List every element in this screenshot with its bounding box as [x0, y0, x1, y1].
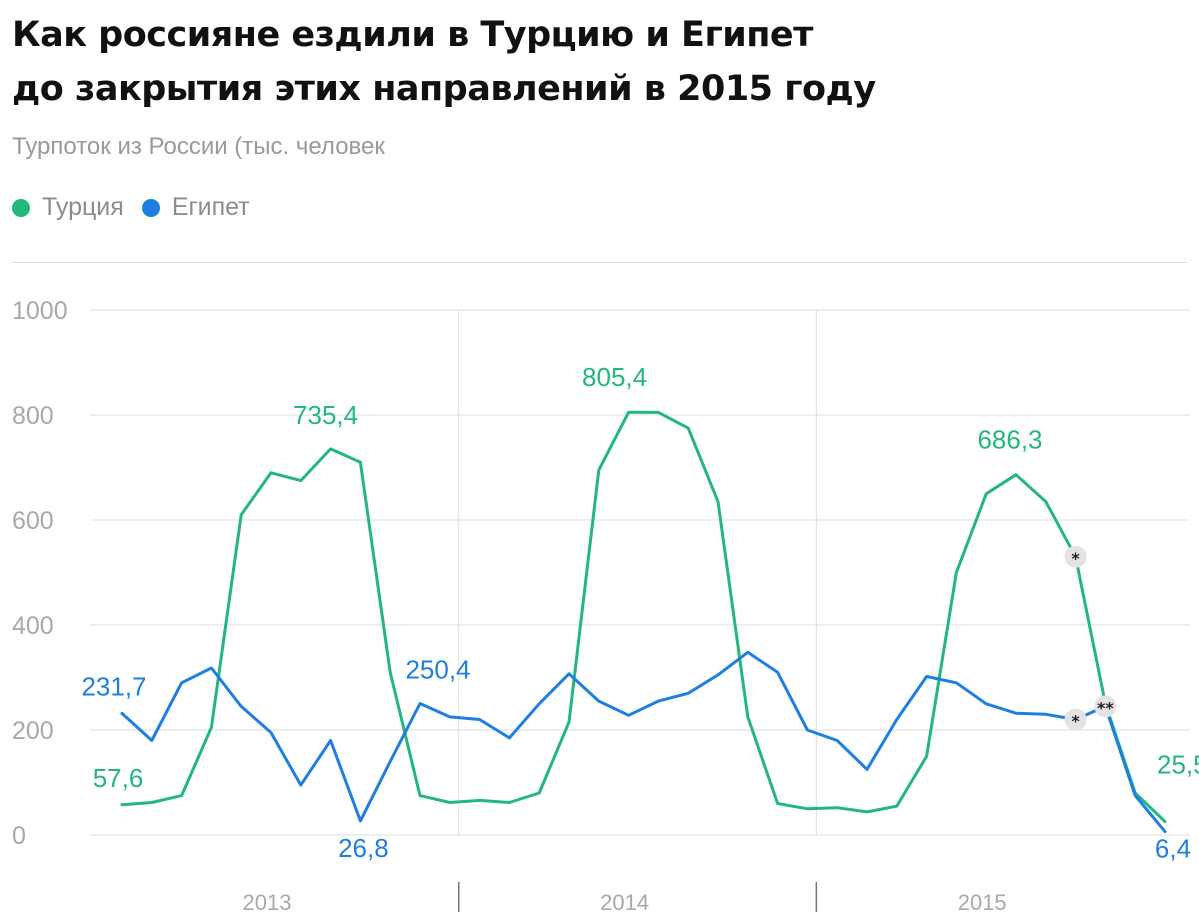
line-series-turkey	[120, 410, 1167, 824]
x-year-label: 2014	[600, 890, 649, 915]
legend-item-egypt: Египет	[141, 193, 250, 222]
data-label: 231,7	[81, 671, 146, 701]
x-year-label: 2013	[243, 890, 292, 915]
x-year-label: 2015	[958, 890, 1007, 915]
chart-title: Как россияне ездили в Турцию и Египет до…	[12, 8, 1162, 116]
chart-title-line-1: Как россияне ездили в Турцию и Египет	[12, 15, 813, 55]
footnote-marker-label: **	[1097, 698, 1114, 717]
data-label: 57,6	[93, 763, 144, 793]
data-label: 686,3	[977, 425, 1042, 455]
line-series-egypt	[120, 650, 1167, 834]
footnote-marker	[1064, 708, 1087, 731]
y-tick-label: 1000	[12, 297, 68, 325]
footnote-marker-label: *	[1071, 549, 1080, 568]
data-label: 6,4	[1155, 834, 1191, 864]
chart-legend: Турция Египет	[12, 193, 268, 222]
data-label: 735,4	[293, 400, 358, 430]
y-tick-label: 400	[12, 612, 54, 640]
y-tick-label: 0	[12, 822, 26, 850]
y-tick-label: 200	[12, 717, 54, 745]
data-label: 26,8	[338, 833, 389, 863]
legend-label-turkey: Турция	[42, 193, 124, 221]
footnote-marker	[1064, 545, 1087, 568]
data-label: 805,4	[582, 362, 647, 392]
footnote-marker-label: *	[1071, 712, 1080, 731]
legend-dot-egypt	[141, 198, 160, 217]
y-tick-label: 800	[12, 402, 54, 430]
data-label: 25,5	[1157, 750, 1199, 780]
legend-item-turkey: Турция	[12, 193, 124, 222]
chart-subtitle: Турпоток из России (тыс. человек	[12, 133, 385, 160]
footnote-marker	[1094, 695, 1117, 718]
legend-dot-turkey	[12, 198, 30, 217]
chart-title-line-2: до закрытия этих направлений в 2015 году	[12, 69, 876, 109]
y-tick-label: 600	[12, 507, 54, 535]
header-divider	[12, 262, 1187, 263]
data-label: 250,4	[405, 655, 470, 685]
legend-label-egypt: Египет	[171, 193, 250, 221]
